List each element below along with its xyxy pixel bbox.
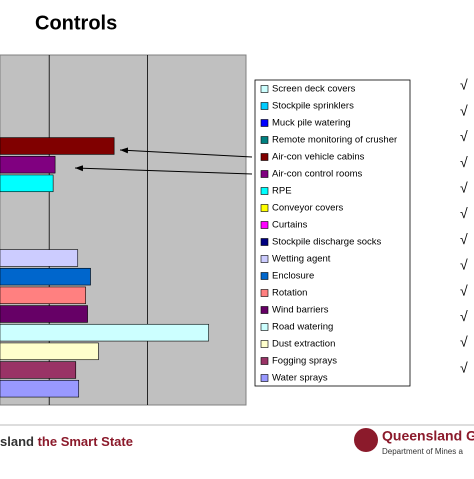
- legend-swatch: [260, 204, 269, 212]
- check-mark: √: [460, 231, 468, 247]
- legend-swatch: [260, 272, 269, 280]
- legend-label: Fogging sprays: [272, 356, 337, 367]
- legend-swatch: [260, 374, 269, 382]
- legend-swatch: [260, 323, 269, 331]
- legend-label: Rotation: [272, 288, 307, 299]
- bar: [0, 342, 99, 361]
- check-mark: √: [460, 359, 468, 375]
- bar: [0, 155, 56, 174]
- check-mark: √: [460, 128, 468, 144]
- check-mark: √: [460, 308, 468, 324]
- legend-label: Stockpile sprinklers: [272, 101, 354, 112]
- bar: [0, 286, 86, 305]
- check-mark: √: [460, 180, 468, 196]
- bar: [0, 361, 77, 379]
- bar: [0, 305, 88, 323]
- legend-label: Air-con vehicle cabins: [272, 152, 365, 163]
- check-mark: √: [460, 282, 468, 298]
- legend-label: RPE: [272, 186, 292, 197]
- legend-label: Road watering: [272, 322, 333, 333]
- bar: [0, 379, 80, 398]
- check-mark: √: [460, 154, 468, 170]
- bar: [0, 323, 209, 342]
- bar: [0, 174, 54, 193]
- legend-label: Wind barriers: [272, 305, 329, 316]
- legend-swatch: [260, 102, 269, 110]
- bar: [0, 137, 115, 155]
- check-mark: √: [460, 102, 468, 118]
- legend-swatch: [260, 170, 269, 178]
- legend-swatch: [260, 85, 269, 93]
- footer-b: the Smart State: [38, 434, 133, 449]
- legend-swatch: [260, 255, 269, 263]
- legend-swatch: [260, 119, 269, 127]
- footer-text: sland the Smart State: [0, 434, 133, 449]
- check-mark: √: [460, 77, 468, 93]
- check-mark: √: [460, 257, 468, 273]
- legend-swatch: [260, 238, 269, 246]
- footer-a: sland: [0, 434, 34, 449]
- legend-label: Enclosure: [272, 271, 314, 282]
- legend-label: Water sprays: [272, 373, 328, 384]
- legend-swatch: [260, 136, 269, 144]
- legend-label: Stockpile discharge socks: [272, 237, 382, 248]
- bar: [0, 267, 91, 286]
- legend-swatch: [260, 153, 269, 161]
- legend-label: Dust extraction: [272, 339, 335, 350]
- legend-label: Air-con control rooms: [272, 169, 363, 180]
- logo-icon: [354, 428, 378, 452]
- legend-swatch: [260, 357, 269, 365]
- bar: [0, 249, 79, 267]
- legend-label: Wetting agent: [272, 254, 331, 265]
- legend-swatch: [260, 221, 269, 229]
- legend-label: Screen deck covers: [272, 84, 356, 95]
- check-mark: √: [460, 205, 468, 221]
- logo-text: Queensland Go: [382, 428, 474, 444]
- arrow: [74, 165, 253, 175]
- legend-swatch: [260, 340, 269, 348]
- legend-swatch: [260, 187, 269, 195]
- chart-title: Controls: [35, 12, 117, 34]
- legend-label: Curtains: [272, 220, 308, 231]
- check-mark: √: [460, 334, 468, 350]
- legend-label: Muck pile watering: [272, 118, 351, 129]
- dept-text: Department of Mines a: [382, 447, 463, 456]
- arrow: [119, 147, 253, 158]
- legend-swatch: [260, 306, 269, 314]
- legend: [254, 79, 411, 387]
- legend-label: Remote monitoring of crusher: [272, 135, 397, 146]
- legend-label: Conveyor covers: [272, 203, 344, 214]
- legend-swatch: [260, 289, 269, 297]
